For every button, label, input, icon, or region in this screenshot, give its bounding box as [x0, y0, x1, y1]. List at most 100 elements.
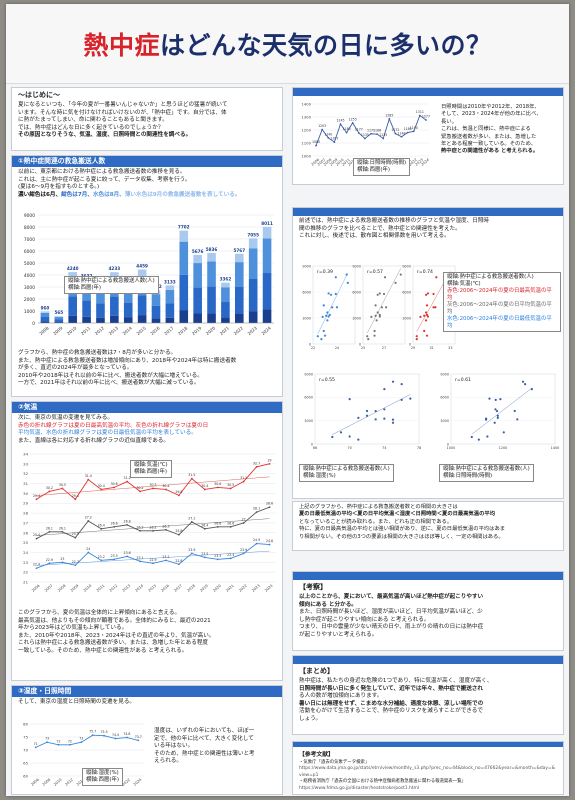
x-tick-label: 2018 — [186, 583, 196, 592]
x-tick-label: 2009 — [329, 157, 339, 166]
scatter-point — [326, 319, 329, 322]
data-label: 31.5 — [188, 473, 195, 477]
scatter-point — [334, 276, 337, 279]
scatter-point — [432, 292, 435, 296]
scatter-point — [394, 281, 397, 284]
scatter-point — [323, 334, 327, 337]
data-point — [255, 511, 258, 513]
scatter-point — [495, 409, 499, 413]
data-label: 23.9 — [188, 548, 195, 552]
title-band: 熱中症はどんな天気の日に多いの？ — [6, 4, 569, 84]
bar-segment — [234, 313, 244, 323]
y-tick-label: 26 — [23, 530, 28, 535]
data-label: 25.4 — [33, 533, 40, 537]
scatter-point — [383, 388, 386, 391]
data-label: 1277 — [422, 114, 430, 118]
chart-legend: 縦軸:熱中症による救急搬送人数(人) 横軸:西暦(年) — [64, 276, 159, 294]
x-tick-label: 2012 — [64, 778, 74, 787]
intro-text: 夏になるといつも、「今年の夏が一番暑いんじゃないか」と思うほどの猛暑が続いて い… — [18, 102, 228, 139]
x-tick-label: 24 — [335, 346, 339, 350]
data-label: 30.5 — [59, 483, 66, 487]
data-label: 26.6 — [214, 521, 221, 525]
scatter-point — [426, 292, 430, 295]
y-tick-label: 65 — [23, 761, 28, 766]
data-point — [388, 118, 391, 120]
scatter-point — [357, 438, 360, 441]
bar-segment — [193, 254, 202, 264]
section-text: そして、東京の湿度と日照時間の変遷を見る。 — [18, 699, 136, 705]
data-label: 73.7 — [135, 735, 142, 739]
scatter-point — [374, 418, 377, 421]
bar-segment — [221, 302, 230, 318]
section-header: ②気温 — [12, 402, 282, 413]
y-tick-label: 6000 — [440, 396, 449, 400]
bar-segment — [262, 238, 272, 274]
trend-line — [317, 272, 349, 334]
correlation-box: 上記のグラフから、熱中症による救急搬送者数との相関の大きさは 夏の日最低気温の平… — [292, 501, 564, 551]
x-tick-label: 66 — [313, 446, 317, 450]
data-label: 30.5 — [227, 483, 234, 487]
data-point — [152, 529, 154, 532]
bar-segment — [54, 322, 64, 323]
data-label: 1311 — [416, 110, 424, 114]
data-point — [339, 123, 342, 126]
scatter-point — [485, 418, 488, 421]
data-label: 26.2 — [136, 525, 143, 529]
data-label: 27.1 — [188, 516, 195, 520]
data-point — [100, 559, 103, 562]
scatter-humidity: 0 3000 6000 9000 66 70 74 78 r=0.55 — [304, 372, 421, 450]
data-point — [87, 478, 90, 481]
section-emergency: ①熱中症関連の救急搬送人数 以前に、東京都における熱中症による救急搬送者数の推移… — [11, 155, 283, 397]
scatter-point — [432, 306, 435, 309]
y-tick-label: 2000 — [24, 297, 35, 303]
correlation-label: r=0.74 — [417, 269, 433, 275]
scatter-point — [494, 408, 497, 411]
data-point — [345, 131, 348, 134]
y-tick-label: 25 — [23, 540, 28, 545]
scatter-point — [470, 435, 473, 439]
consideration-box: 【考察】 以上のことから、夏において、最高気温が高いほど熱中症が起こりやすい 傾… — [292, 571, 564, 651]
data-point — [357, 132, 360, 134]
scatter-point — [374, 409, 377, 413]
data-point — [69, 743, 71, 746]
x-tick-label: 2020 — [205, 325, 217, 336]
data-label: 30.4 — [162, 484, 169, 488]
data-point — [242, 552, 245, 555]
scatter-point — [425, 304, 429, 307]
data-point — [216, 558, 219, 561]
data-point — [177, 533, 180, 536]
y-tick-label: 70 — [23, 748, 28, 753]
data-point — [35, 537, 38, 540]
data-point — [61, 561, 64, 564]
scatter-sunshine: 0 3000 6000 9000 1000 1200 1400 r=0.61 — [440, 372, 559, 450]
scatter-point — [365, 414, 369, 417]
scatter-point — [502, 431, 505, 434]
section-temperature: ②気温 次に、東京の気温の変遷を見てみる。 赤色の折れ線グラフは夏の日最高気温の… — [11, 401, 283, 681]
bar-segment — [54, 319, 64, 323]
x-tick-label: 2014 — [122, 325, 134, 336]
x-tick-label: 2023 — [414, 158, 424, 167]
data-point — [87, 551, 90, 554]
data-point — [370, 132, 372, 135]
data-label: 24 — [86, 547, 90, 551]
x-tick-label: 2024 — [421, 157, 431, 166]
data-label: 26.1 — [59, 526, 66, 530]
data-point — [139, 529, 141, 532]
data-point — [242, 522, 245, 524]
x-tick-label: 2023 — [251, 584, 261, 593]
data-label: 1171 — [367, 128, 375, 132]
data-point — [376, 133, 379, 136]
y-tick-label: 3000 — [352, 316, 361, 320]
x-tick-label: 74 — [382, 446, 386, 450]
summary-box: 【まとめ】 熱中症は、私たちの身近な危険の1つであり、特に気温が高く、湿度が高く… — [292, 655, 564, 735]
scatter-point — [378, 315, 381, 318]
y-tick-label: 6000 — [24, 249, 35, 255]
data-label: 26.3 — [162, 524, 169, 528]
bar-segment — [54, 316, 64, 318]
data-point — [74, 536, 77, 539]
scatter-legend: 縦軸:熱中症による救急搬送者数(人) 横軸:気温(℃) 赤色:2006～2024… — [443, 272, 561, 332]
data-point — [113, 525, 116, 528]
x-tick-label: 2010 — [335, 157, 345, 166]
data-label: 28.1 — [253, 507, 260, 511]
plot-frame — [362, 265, 406, 345]
